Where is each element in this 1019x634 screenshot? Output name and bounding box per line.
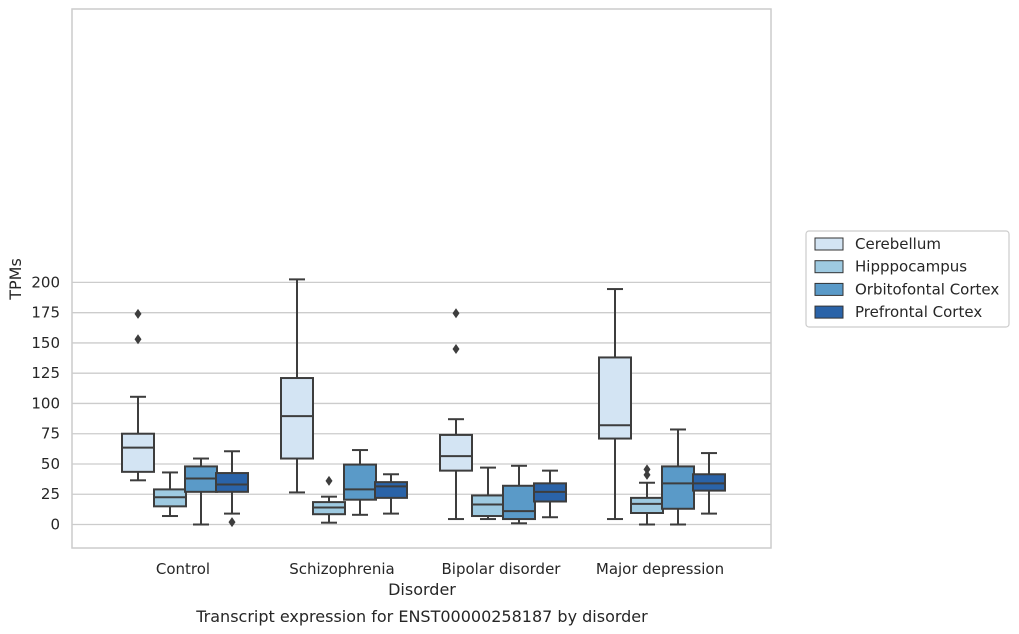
x-axis-ticks: Control Schizophrenia Bipolar disorder Majo… — [156, 560, 724, 578]
box-prefrontal-cortex-2 — [533, 469, 567, 519]
box-iqr — [280, 377, 314, 460]
legend-label: Prefrontal Cortex — [855, 303, 982, 321]
box-plot-marks — [121, 278, 726, 528]
x-tick-label: Bipolar disorder — [442, 560, 562, 578]
y-tick-label: 175 — [31, 304, 60, 322]
box-orbitofontal-cortex-2 — [502, 464, 536, 525]
box-hipppocampus-0 — [153, 471, 187, 518]
legend-swatch — [814, 237, 844, 251]
box-iqr — [215, 472, 249, 493]
legend-label: Cerebellum — [855, 235, 941, 253]
outlier-point — [643, 464, 651, 475]
box-prefrontal-cortex-1 — [374, 473, 408, 515]
legend-label: Hipppocampus — [855, 258, 967, 276]
grid-lines — [72, 281, 771, 526]
y-tick-label: 0 — [50, 516, 60, 534]
box-cerebellum-3 — [598, 288, 632, 521]
y-tick-label: 50 — [41, 455, 60, 473]
box-iqr — [630, 496, 664, 515]
outlier-point — [452, 343, 460, 354]
box-cerebellum-1 — [280, 278, 314, 494]
outlier-point — [134, 334, 142, 345]
legend: Cerebellum Hipppocampus Orbitofontal Corte… — [805, 230, 1010, 328]
box-hipppocampus-3 — [630, 464, 664, 526]
box-prefrontal-cortex-3 — [692, 452, 726, 515]
x-axis-label: Disorder — [388, 580, 456, 599]
box-cerebellum-2 — [439, 308, 473, 521]
y-tick-label: 125 — [31, 364, 60, 382]
box-orbitofontal-cortex-1 — [343, 449, 377, 516]
y-tick-label: 100 — [31, 394, 60, 412]
outlier-point — [325, 475, 333, 486]
legend-swatch — [814, 282, 844, 296]
outlier-point — [643, 469, 651, 480]
box-iqr — [121, 432, 155, 473]
x-tick-label: Major depression — [596, 560, 724, 578]
box-cerebellum-0 — [121, 308, 155, 482]
box-iqr — [661, 465, 695, 510]
outlier-point — [452, 308, 460, 319]
box-orbitofontal-cortex-3 — [661, 428, 695, 526]
x-tick-label: Schizophrenia — [289, 560, 394, 578]
box-iqr — [439, 433, 473, 472]
outlier-point — [134, 308, 142, 319]
plot-frame — [71, 8, 772, 549]
outlier-point — [228, 517, 236, 528]
box-iqr — [471, 494, 505, 518]
y-axis-ticks: 0 25 50 75 100 125 150 175 200 — [31, 273, 60, 533]
box-iqr — [598, 356, 632, 440]
box-iqr — [343, 463, 377, 501]
y-tick-label: 75 — [41, 425, 60, 443]
box-iqr — [502, 484, 536, 521]
legend-item: Hipppocampus — [814, 258, 967, 276]
box-hipppocampus-1 — [312, 475, 346, 524]
legend-item: Orbitofontal Cortex — [814, 280, 999, 298]
box-iqr — [374, 481, 408, 499]
y-tick-label: 200 — [31, 273, 60, 291]
y-axis-label: TPMs — [6, 258, 25, 301]
x-tick-label: Control — [156, 560, 210, 578]
y-tick-label: 25 — [41, 485, 60, 503]
legend-swatch — [814, 260, 844, 274]
legend-item: Cerebellum — [814, 235, 941, 253]
legend-label: Orbitofontal Cortex — [855, 280, 999, 298]
legend-swatch — [814, 305, 844, 319]
box-orbitofontal-cortex-0 — [184, 457, 218, 526]
legend-item: Prefrontal Cortex — [814, 303, 982, 321]
box-prefrontal-cortex-0 — [215, 450, 249, 528]
legend-frame — [805, 230, 1010, 328]
y-tick-label: 150 — [31, 334, 60, 352]
box-hipppocampus-2 — [471, 466, 505, 521]
chart-caption: Transcript expression for ENST0000025818… — [195, 607, 648, 626]
